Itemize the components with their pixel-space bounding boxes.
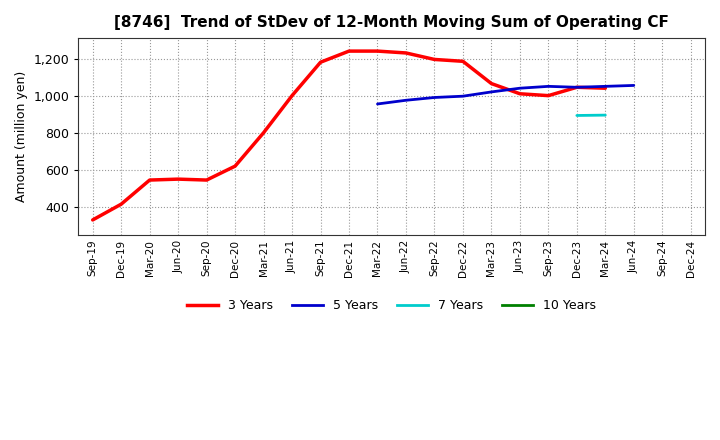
3 Years [259,130,268,136]
5 Years [572,84,581,90]
3 Years [487,81,496,86]
Line: 5 Years: 5 Years [377,85,634,104]
5 Years [629,83,638,88]
3 Years [89,217,97,223]
3 Years [601,85,610,91]
7 Years [572,113,581,118]
3 Years [516,91,524,96]
3 Years [430,57,438,62]
5 Years [487,89,496,95]
3 Years [345,48,354,54]
Line: 3 Years: 3 Years [93,51,606,220]
3 Years [231,164,240,169]
5 Years [516,85,524,91]
3 Years [459,59,467,64]
3 Years [572,84,581,90]
Y-axis label: Amount (million yen): Amount (million yen) [15,71,28,202]
3 Years [402,50,410,55]
3 Years [174,176,182,182]
5 Years [373,101,382,106]
3 Years [373,48,382,54]
3 Years [145,177,154,183]
5 Years [459,94,467,99]
7 Years [601,113,610,118]
5 Years [601,84,610,89]
5 Years [544,84,553,89]
3 Years [544,93,553,98]
3 Years [288,93,297,98]
3 Years [316,59,325,65]
3 Years [202,177,211,183]
5 Years [430,95,438,100]
Legend: 3 Years, 5 Years, 7 Years, 10 Years: 3 Years, 5 Years, 7 Years, 10 Years [182,294,601,317]
3 Years [117,202,125,207]
5 Years [402,98,410,103]
Title: [8746]  Trend of StDev of 12-Month Moving Sum of Operating CF: [8746] Trend of StDev of 12-Month Moving… [114,15,669,30]
